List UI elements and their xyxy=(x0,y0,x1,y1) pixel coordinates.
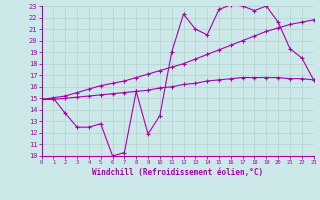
X-axis label: Windchill (Refroidissement éolien,°C): Windchill (Refroidissement éolien,°C) xyxy=(92,168,263,177)
